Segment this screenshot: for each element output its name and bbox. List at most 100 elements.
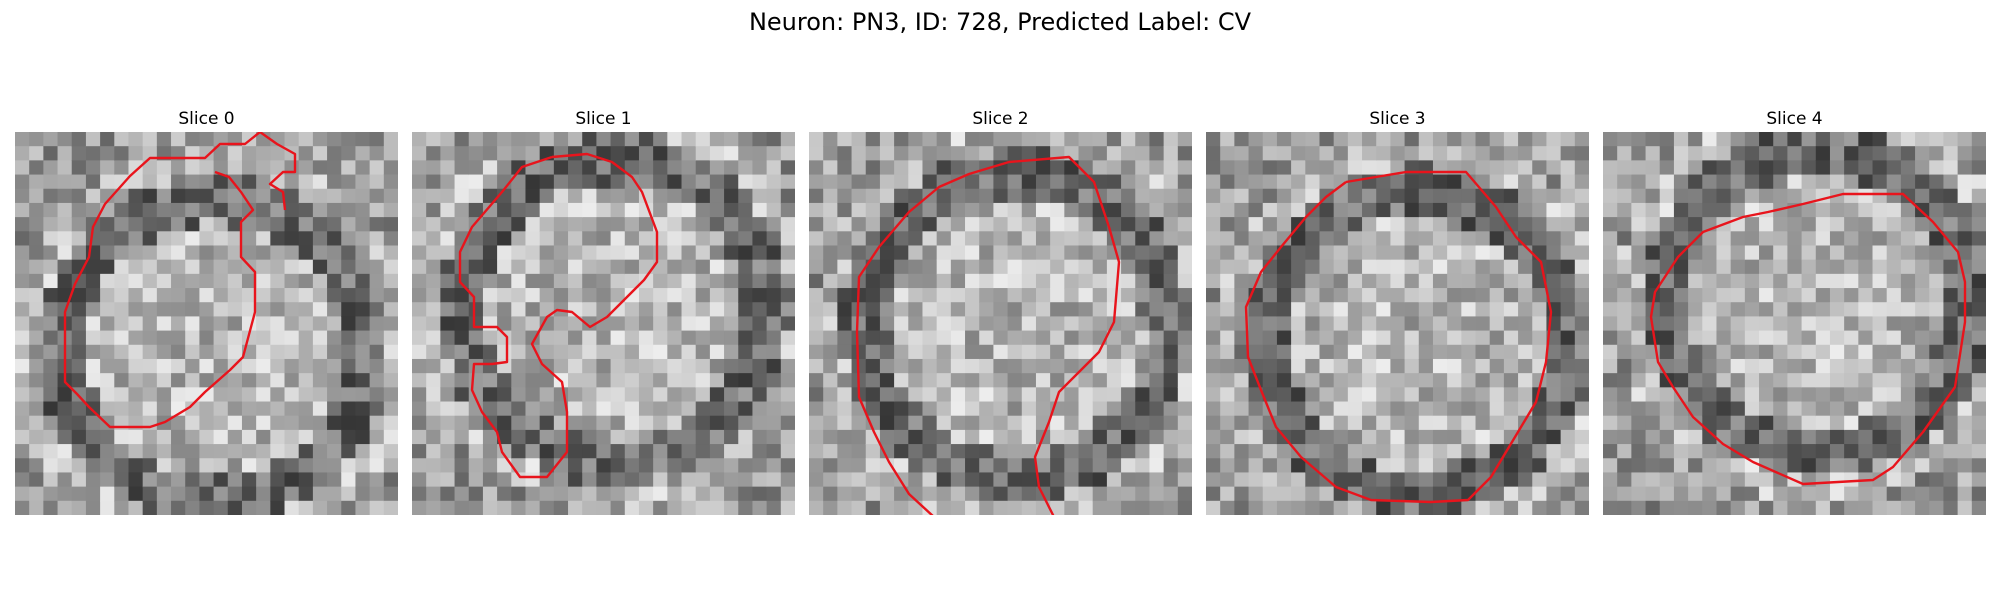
- pixel: [1333, 458, 1349, 474]
- pixel: [1262, 387, 1278, 403]
- pixel: [412, 259, 427, 275]
- pixel: [256, 373, 271, 388]
- pixel: [965, 259, 980, 275]
- pixel: [979, 458, 995, 474]
- pixel: [213, 486, 229, 502]
- pixel: [922, 146, 938, 161]
- pixel: [1815, 288, 1831, 303]
- pixel: [1248, 259, 1264, 275]
- pixel: [1050, 316, 1065, 332]
- pixel: [1121, 444, 1136, 459]
- pixel: [950, 330, 966, 346]
- pixel: [809, 486, 824, 502]
- pixel: [568, 500, 583, 515]
- pixel: [241, 231, 257, 247]
- pixel: [865, 288, 881, 303]
- pixel: [1957, 217, 1973, 232]
- pixel: [582, 259, 598, 275]
- pixel: [71, 174, 87, 190]
- pixel: [1787, 245, 1803, 261]
- pixel: [15, 202, 30, 218]
- pixel: [497, 401, 512, 417]
- pixel: [171, 188, 186, 204]
- pixel: [171, 387, 186, 403]
- pixel: [199, 231, 215, 247]
- pixel: [511, 373, 527, 388]
- pixel: [227, 259, 243, 275]
- pixel: [1546, 231, 1562, 247]
- pixel: [525, 174, 541, 190]
- pixel: [1432, 444, 1448, 459]
- pixel: [965, 316, 980, 332]
- pixel: [1886, 316, 1902, 332]
- pixel: [894, 188, 909, 204]
- pixel: [497, 273, 512, 289]
- pixel: [114, 316, 130, 332]
- pixel: [766, 458, 782, 474]
- pixel: [1489, 259, 1505, 275]
- pixel: [412, 415, 427, 431]
- pixel: [156, 316, 172, 332]
- pixel: [1234, 401, 1250, 417]
- pixel: [879, 472, 895, 488]
- pixel: [568, 472, 583, 488]
- pixel: [1319, 288, 1335, 303]
- pixel: [596, 174, 612, 190]
- pixel: [1829, 358, 1845, 374]
- pixel: [355, 358, 371, 374]
- pixel: [1362, 500, 1377, 515]
- pixel: [1673, 344, 1689, 360]
- pixel: [241, 472, 257, 488]
- pixel: [780, 330, 795, 346]
- pixel: [993, 486, 1009, 502]
- pixel: [1617, 273, 1632, 289]
- pixel: [1489, 217, 1505, 232]
- pixel: [865, 316, 881, 332]
- pixel: [539, 472, 555, 488]
- pixel: [1787, 486, 1803, 502]
- pixel: [199, 415, 215, 431]
- pixel: [1234, 387, 1250, 403]
- pixel: [1773, 146, 1789, 161]
- pixel: [1943, 245, 1959, 261]
- pixel: [1943, 330, 1959, 346]
- pixel: [227, 472, 243, 488]
- pixel: [1532, 174, 1548, 190]
- pixel: [1432, 472, 1448, 488]
- pixel: [667, 387, 683, 403]
- pixel: [1177, 217, 1192, 232]
- pixel: [582, 401, 598, 417]
- pixel: [667, 401, 683, 417]
- pixel: [185, 373, 201, 388]
- pixel: [638, 486, 654, 502]
- pixel: [809, 217, 824, 232]
- pixel: [298, 132, 314, 147]
- pixel: [1829, 273, 1845, 289]
- pixel: [752, 429, 768, 445]
- pixel: [298, 146, 314, 161]
- pixel: [1362, 132, 1377, 147]
- pixel: [1220, 458, 1235, 474]
- pixel: [1744, 358, 1760, 374]
- pixel: [1560, 316, 1576, 332]
- pixel: [624, 344, 640, 360]
- pixel: [1688, 316, 1703, 332]
- pixel: [525, 316, 541, 332]
- pixel: [922, 373, 938, 388]
- pixel: [383, 146, 398, 161]
- pixel: [1390, 245, 1406, 261]
- pixel: [624, 132, 640, 147]
- pixel: [837, 132, 853, 147]
- pixel: [1872, 415, 1888, 431]
- pixel: [1858, 160, 1874, 176]
- pixel: [1021, 472, 1037, 488]
- pixel: [1645, 132, 1661, 147]
- pixel: [1546, 344, 1562, 360]
- pixel: [1886, 358, 1902, 374]
- pixel: [539, 245, 555, 261]
- pixel: [199, 160, 215, 176]
- pixel: [738, 429, 754, 445]
- pixel: [1163, 316, 1179, 332]
- pixel: [15, 132, 30, 147]
- pixel: [1915, 330, 1930, 346]
